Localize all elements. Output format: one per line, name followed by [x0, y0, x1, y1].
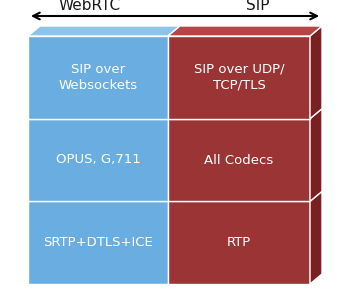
Polygon shape	[168, 36, 310, 119]
Polygon shape	[168, 26, 322, 36]
Polygon shape	[168, 119, 310, 201]
Text: SRTP+DTLS+ICE: SRTP+DTLS+ICE	[43, 236, 153, 249]
Text: SIP: SIP	[246, 0, 270, 13]
Text: WebRTC: WebRTC	[59, 0, 121, 13]
Polygon shape	[310, 26, 322, 119]
Polygon shape	[28, 201, 168, 284]
Polygon shape	[310, 109, 322, 201]
Text: All Codecs: All Codecs	[204, 154, 274, 167]
Polygon shape	[310, 191, 322, 284]
Text: OPUS, G,711: OPUS, G,711	[56, 154, 140, 167]
Text: RTP: RTP	[227, 236, 251, 249]
Text: SIP over UDP/
TCP/TLS: SIP over UDP/ TCP/TLS	[194, 63, 284, 92]
Polygon shape	[168, 201, 310, 284]
Polygon shape	[28, 26, 180, 36]
Text: SIP over
Websockets: SIP over Websockets	[58, 63, 138, 92]
Polygon shape	[28, 36, 168, 119]
Polygon shape	[28, 119, 168, 201]
